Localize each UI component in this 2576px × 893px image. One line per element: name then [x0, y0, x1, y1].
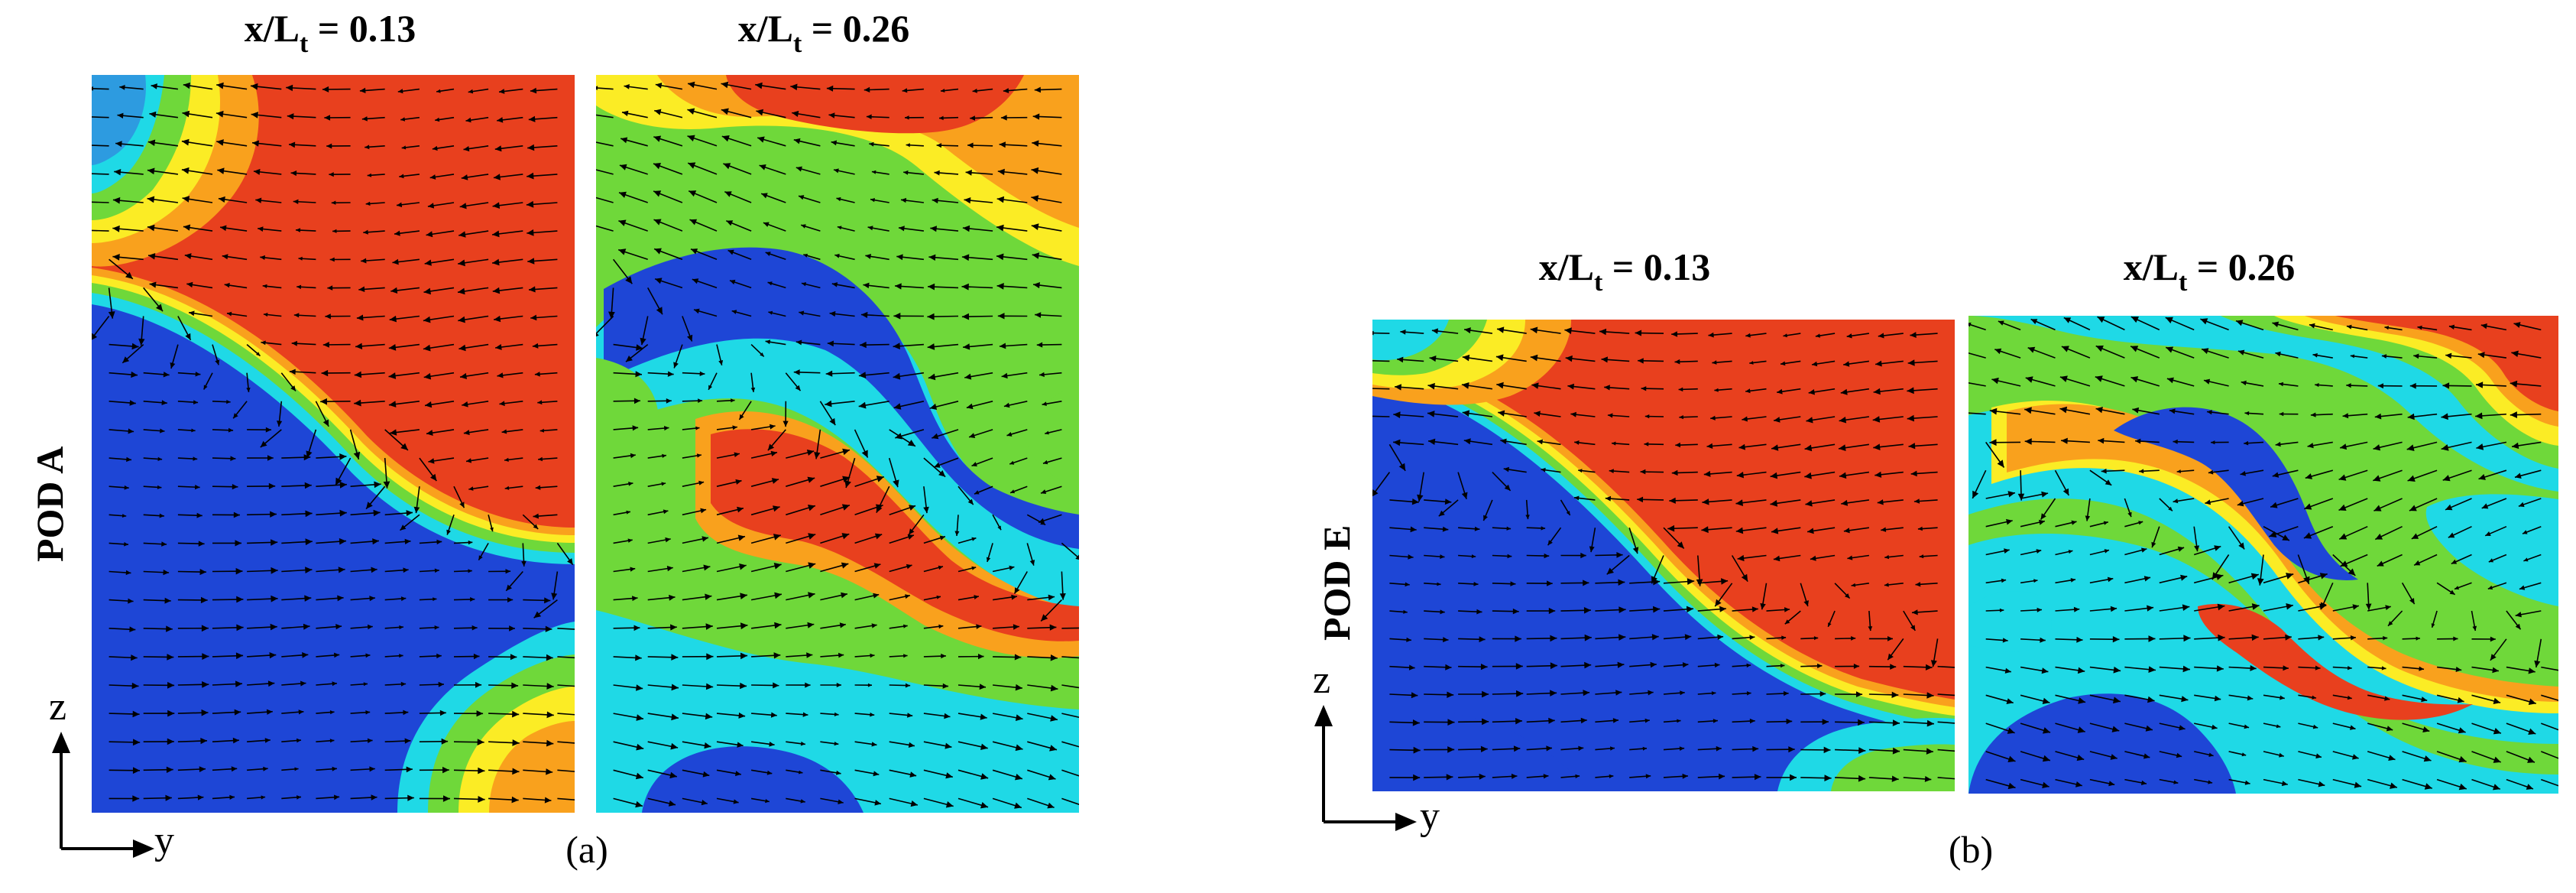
axis-label-z: z	[1313, 658, 1331, 702]
panel-b2-title: x/Lt = 0.26	[2123, 245, 2296, 297]
vector-arrows	[596, 81, 1079, 809]
panel-a1-contour	[92, 75, 575, 813]
panel-b1-contour	[1372, 320, 1955, 791]
axis-arrows	[52, 732, 154, 858]
axis-label-y: y	[1420, 794, 1440, 838]
vector-arrows	[1372, 326, 1955, 782]
axis-label-y: y	[154, 819, 174, 862]
panel-b2-contour	[1968, 316, 2558, 794]
panel-a2-title: x/Lt = 0.26	[737, 7, 910, 58]
contour-field	[92, 75, 575, 813]
contour-field	[596, 75, 1079, 813]
axis-label-z: z	[49, 685, 67, 729]
vector-arrows	[92, 82, 575, 804]
axis-arrows	[1314, 705, 1417, 831]
vector-arrows	[1968, 316, 2558, 791]
panel-a2-contour	[596, 75, 1079, 813]
row-label-pod-e: POD E	[1315, 524, 1358, 641]
panel-b1-title: x/Lt = 0.13	[1538, 245, 1711, 297]
caption-b: (b)	[1948, 828, 1994, 871]
row-label-pod-a: POD A	[28, 446, 71, 562]
caption-a: (a)	[565, 828, 608, 871]
panel-a1-title: x/Lt = 0.13	[244, 7, 416, 58]
